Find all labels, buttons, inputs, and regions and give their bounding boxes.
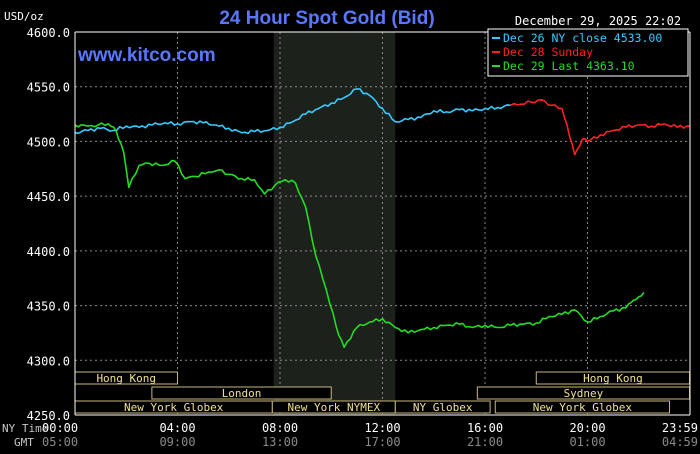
y-tick-label: 4550.0 xyxy=(27,81,70,95)
x-tick-label-gmt: 13:00 xyxy=(262,435,298,449)
x-tick-label-ny: 08:00 xyxy=(262,421,298,435)
x-tick-label-ny: 20:00 xyxy=(569,421,605,435)
session-label: New York Globex xyxy=(124,401,224,414)
session-bar xyxy=(394,400,491,414)
x-tick-label-ny: 00:00 xyxy=(42,421,78,435)
source-label: www.kitco.com xyxy=(77,45,216,66)
x-tick-label-gmt: 01:00 xyxy=(569,435,605,449)
session-label: Hong Kong xyxy=(96,372,156,385)
x-tick-label-ny: 16:00 xyxy=(467,421,503,435)
series-line-1 xyxy=(74,88,511,135)
nymex-shaded-region xyxy=(273,32,396,415)
x-tick-label-ny: 23:59 xyxy=(662,421,698,435)
session-label: London xyxy=(222,387,262,400)
legend-label: Dec 28 Sunday xyxy=(503,45,593,59)
session-label: New York NYMEX xyxy=(287,401,380,414)
series-line-2 xyxy=(510,99,691,156)
session-bar xyxy=(494,400,670,414)
x-tick-label-gmt: 04:59 xyxy=(662,435,698,449)
x-tick-label-gmt: 21:00 xyxy=(467,435,503,449)
x-tick-label-ny: 12:00 xyxy=(364,421,400,435)
legend-label: Dec 29 Last 4363.10 xyxy=(503,59,635,73)
x-tick-label-gmt: 09:00 xyxy=(159,435,195,449)
x-tick-label-gmt: 05:00 xyxy=(42,435,78,449)
y-tick-label: 4600.0 xyxy=(27,26,70,40)
session-label: Hong Kong xyxy=(583,372,643,385)
y-tick-label: 4250.0 xyxy=(27,409,70,423)
y-tick-label: 4400.0 xyxy=(27,245,70,259)
legend-box xyxy=(487,28,689,77)
ny-time-row-label: NY Time xyxy=(2,422,48,435)
session-label: NY Globex xyxy=(413,401,473,414)
x-tick-label-gmt: 17:00 xyxy=(364,435,400,449)
session-label: New York Globex xyxy=(533,401,633,414)
y-tick-label: 4450.0 xyxy=(27,190,70,204)
gmt-row-label: GMT xyxy=(14,436,34,449)
unit-label: USD/oz xyxy=(4,10,44,23)
session-label: Sydney xyxy=(564,387,604,400)
legend-label: Dec 26 NY close 4533.00 xyxy=(503,31,662,45)
timestamp: December 29, 2025 22:02 xyxy=(515,14,681,28)
y-tick-label: 4350.0 xyxy=(27,300,70,314)
chart-title: 24 Hour Spot Gold (Bid) xyxy=(219,8,434,29)
y-tick-label: 4500.0 xyxy=(27,135,70,149)
x-tick-label-ny: 04:00 xyxy=(159,421,195,435)
session-bar xyxy=(151,386,332,400)
y-tick-label: 4300.0 xyxy=(27,354,70,368)
series-line-3 xyxy=(74,122,645,348)
